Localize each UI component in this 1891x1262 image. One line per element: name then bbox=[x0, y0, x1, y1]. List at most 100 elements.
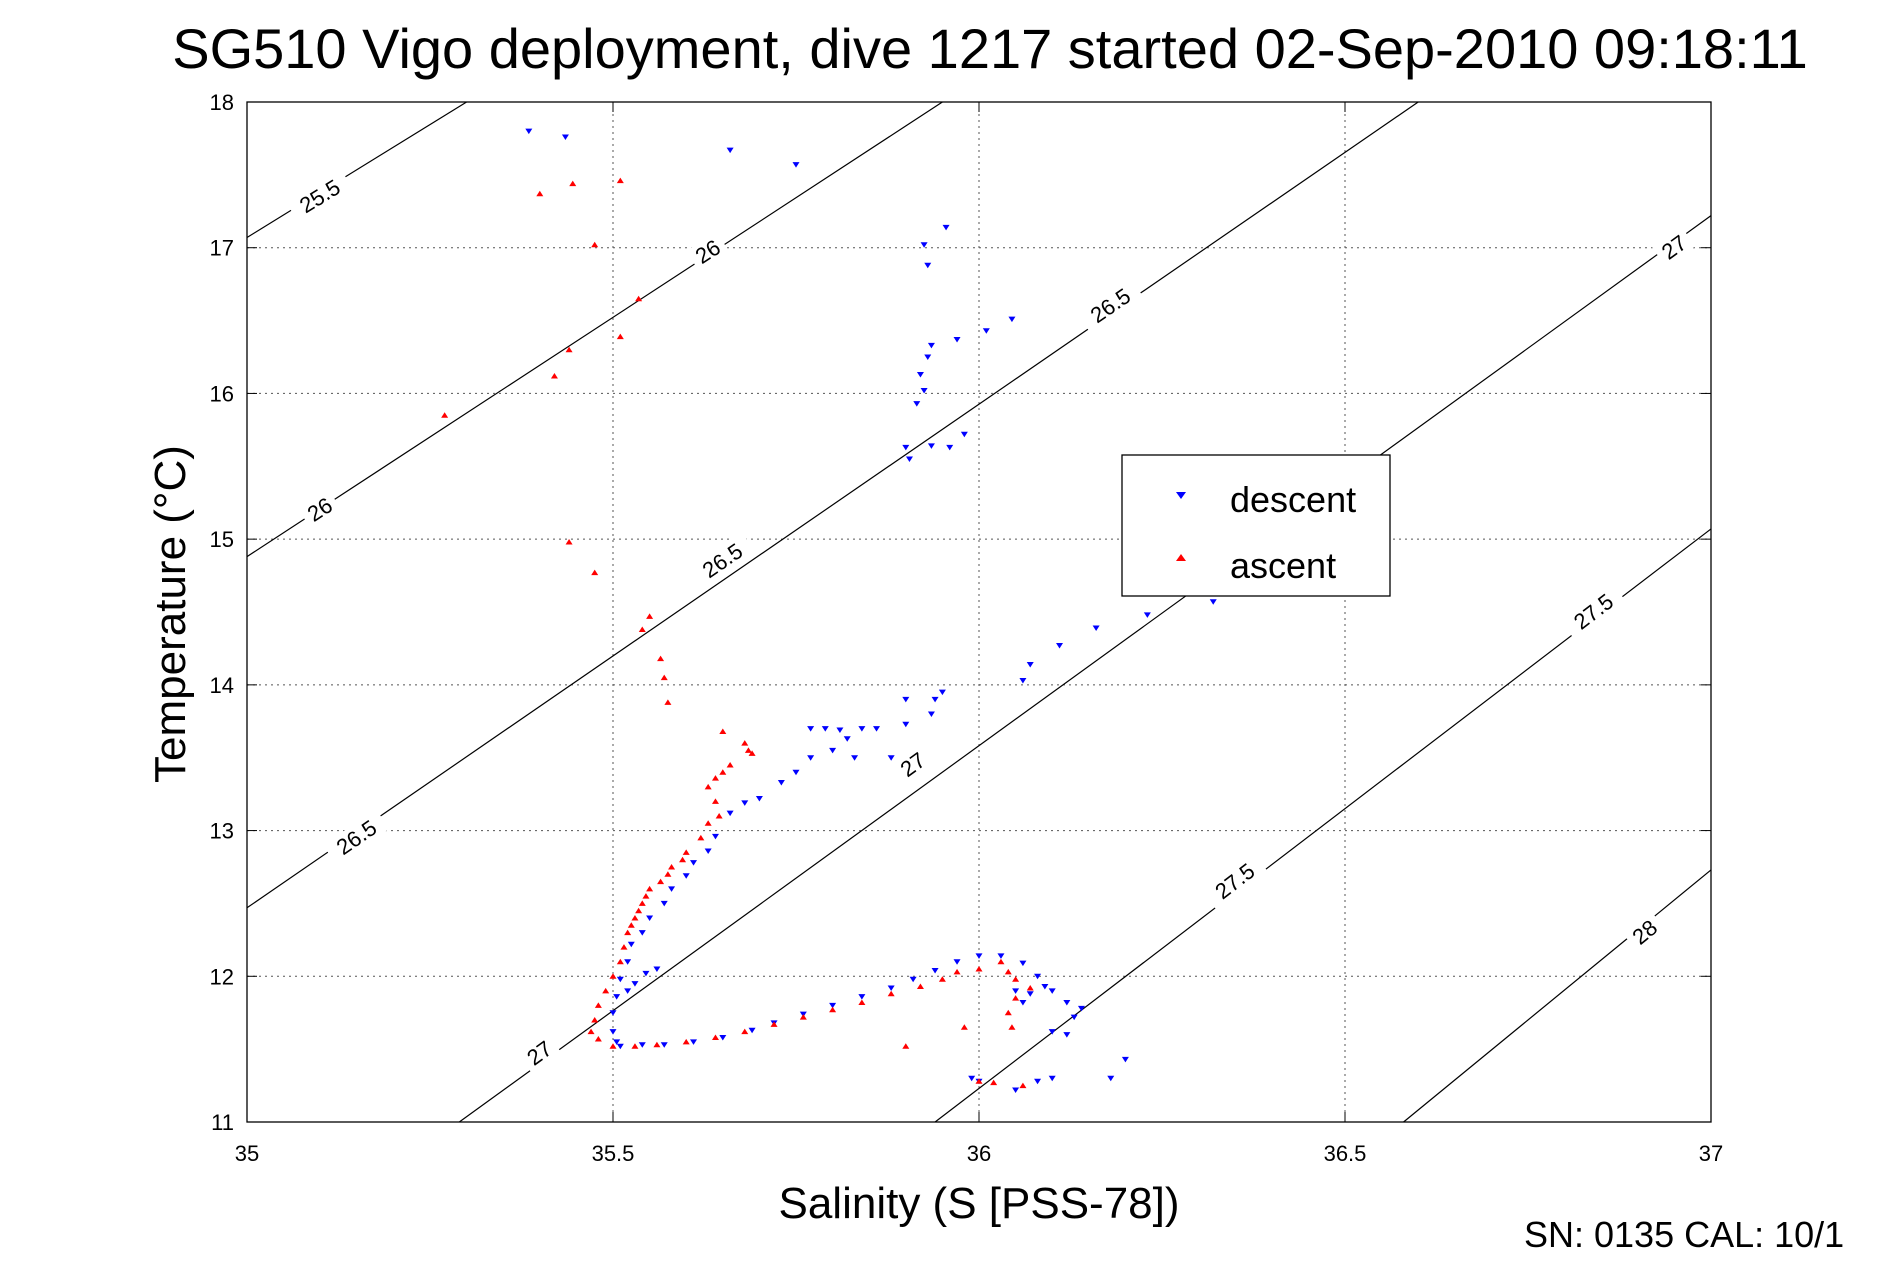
descent-point bbox=[682, 873, 690, 879]
descent-point bbox=[748, 1027, 756, 1034]
contour-label-bg bbox=[1622, 911, 1667, 953]
y-tick-label: 14 bbox=[210, 673, 234, 698]
ascent-point bbox=[653, 1041, 661, 1048]
descent-point bbox=[1048, 1029, 1056, 1035]
descent-point bbox=[913, 401, 921, 407]
ascent-point bbox=[635, 295, 643, 302]
grid-lines bbox=[247, 102, 1711, 1122]
data-points bbox=[441, 128, 1217, 1093]
contour-label-bg bbox=[1652, 226, 1696, 268]
descent-point bbox=[1026, 661, 1034, 668]
contour-line bbox=[246, 101, 1419, 909]
legend-box bbox=[1121, 454, 1391, 597]
ascent-point bbox=[602, 987, 610, 994]
ascent-point bbox=[631, 915, 639, 921]
ascent-point bbox=[591, 1017, 599, 1023]
ascent-point bbox=[711, 1034, 719, 1040]
y-tick-label: 12 bbox=[210, 964, 234, 989]
descent-point bbox=[1041, 983, 1049, 990]
ascent-point bbox=[744, 747, 752, 753]
y-axis-ticks: 11 12 13 14 15 16 17 18 bbox=[210, 90, 1711, 1135]
ascent-point bbox=[748, 750, 756, 756]
y-axis-label: Temperature (°C) bbox=[146, 445, 195, 783]
descent-point bbox=[931, 967, 939, 974]
descent-point bbox=[924, 354, 932, 360]
contour-label-bg bbox=[1560, 582, 1626, 641]
descent-point bbox=[653, 966, 661, 972]
ascent-point bbox=[711, 798, 719, 804]
ascent-point bbox=[609, 973, 617, 979]
ascent-point bbox=[1019, 1082, 1027, 1089]
descent-point bbox=[851, 755, 859, 761]
ascent-point bbox=[624, 929, 632, 936]
descent-point bbox=[920, 242, 928, 248]
ascent-point bbox=[587, 1028, 595, 1035]
ascent-point bbox=[591, 569, 599, 576]
descent-point bbox=[902, 696, 910, 703]
ascent-point bbox=[616, 177, 624, 184]
ascent-point bbox=[1008, 1024, 1016, 1030]
descent-point bbox=[741, 800, 749, 806]
descent-point bbox=[807, 755, 815, 761]
descent-point bbox=[953, 959, 961, 965]
descent-point bbox=[755, 796, 763, 802]
descent-point bbox=[887, 755, 895, 761]
contour-line bbox=[1403, 869, 1712, 1123]
y-tick-label: 18 bbox=[210, 90, 234, 115]
legend-descent-marker bbox=[1176, 492, 1186, 499]
ascent-point bbox=[1004, 968, 1012, 975]
descent-point bbox=[953, 337, 961, 343]
ascent-point bbox=[799, 1014, 807, 1020]
descent-point bbox=[792, 162, 800, 168]
ascent-point bbox=[682, 1038, 690, 1045]
ascent-point bbox=[997, 958, 1005, 965]
ascent-point bbox=[975, 966, 983, 972]
descent-point bbox=[982, 328, 990, 334]
descent-point bbox=[887, 985, 895, 991]
ascent-point bbox=[616, 333, 624, 340]
ascent-point bbox=[635, 907, 643, 914]
descent-point bbox=[1077, 1005, 1085, 1012]
ascent-point bbox=[726, 762, 734, 768]
descent-point bbox=[646, 915, 654, 921]
descent-point bbox=[920, 388, 928, 394]
ascent-point bbox=[620, 944, 628, 950]
contour-label-bg bbox=[685, 231, 730, 272]
ascent-point bbox=[638, 900, 646, 906]
descent-point bbox=[916, 371, 924, 378]
ascent-point bbox=[1012, 995, 1020, 1001]
ascent-point bbox=[916, 983, 924, 989]
descent-point bbox=[609, 1029, 617, 1035]
ascent-point bbox=[609, 1043, 617, 1049]
ascent-point bbox=[1026, 984, 1034, 991]
ascent-point bbox=[591, 241, 599, 248]
ascent-point bbox=[657, 655, 665, 662]
ascent-point bbox=[660, 674, 668, 681]
ascent-point bbox=[990, 1079, 998, 1086]
descent-point bbox=[858, 994, 866, 1000]
descent-point bbox=[660, 1042, 668, 1048]
descent-point bbox=[613, 1039, 621, 1045]
descent-point bbox=[1019, 1000, 1027, 1006]
x-tick-label: 35 bbox=[235, 1141, 259, 1166]
legend-ascent-marker bbox=[1176, 554, 1186, 561]
descent-point bbox=[909, 976, 917, 983]
y-tick-label: 11 bbox=[211, 1110, 234, 1135]
ascent-point bbox=[829, 1006, 837, 1013]
descent-point bbox=[821, 726, 829, 732]
descent-point bbox=[975, 953, 983, 959]
x-tick-label: 36 bbox=[967, 1141, 991, 1166]
ascent-point bbox=[565, 346, 573, 353]
descent-point bbox=[938, 689, 946, 696]
descent-point bbox=[1048, 1075, 1056, 1082]
ascent-point bbox=[887, 990, 895, 997]
ascent-point bbox=[711, 775, 719, 781]
ascent-point bbox=[715, 813, 723, 819]
descent-point bbox=[624, 988, 632, 994]
descent-point bbox=[1019, 677, 1027, 684]
descent-point bbox=[704, 848, 712, 854]
ascent-point bbox=[682, 849, 690, 855]
descent-point bbox=[836, 727, 844, 734]
ascent-point bbox=[960, 1024, 968, 1030]
descent-point bbox=[1143, 612, 1151, 618]
